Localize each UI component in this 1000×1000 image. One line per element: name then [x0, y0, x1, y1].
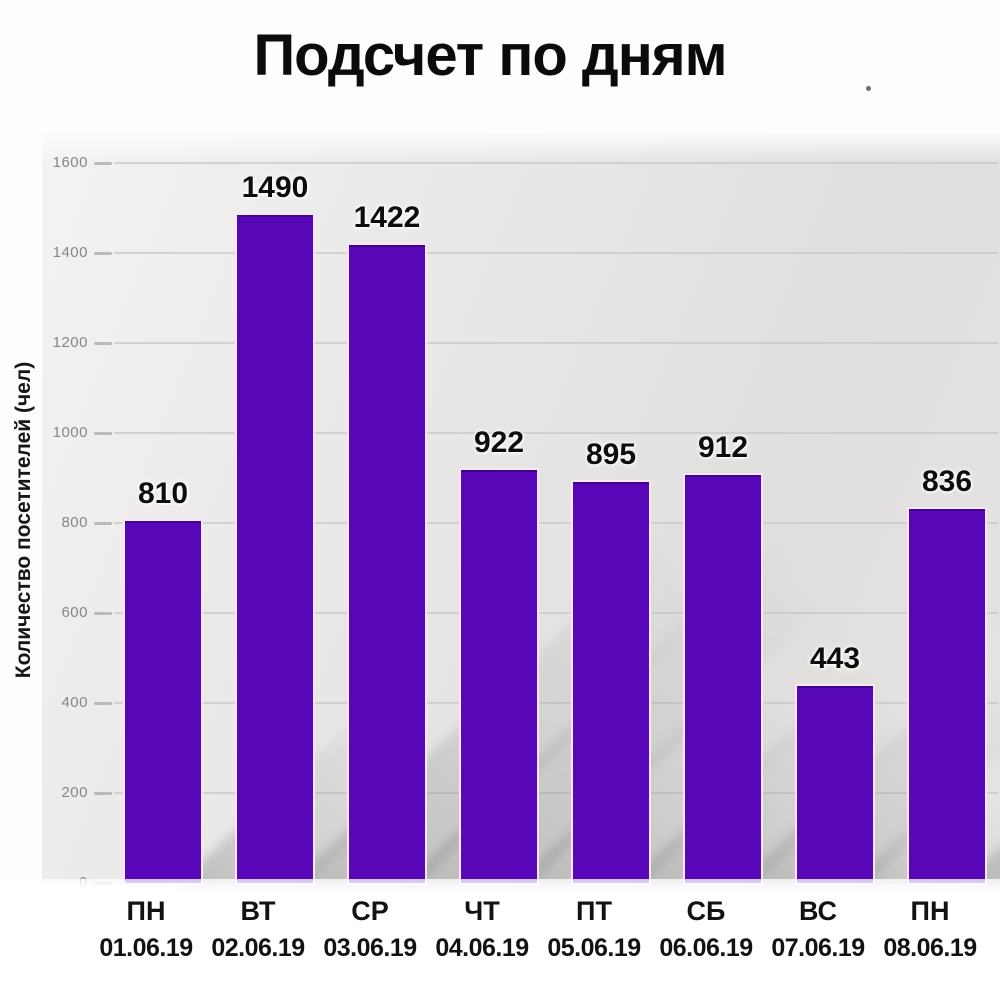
y-tick-label: 600: [61, 604, 88, 621]
bar-value-label: 443: [809, 641, 861, 675]
bar-value-label: 810: [137, 476, 189, 510]
x-tick-day: ПН: [910, 896, 950, 926]
x-tick-day: СР: [351, 896, 389, 926]
y-tick-label: 800: [61, 514, 88, 531]
x-tick-day: СБ: [686, 896, 726, 926]
x-tick-day: ПН: [126, 896, 166, 926]
bar-value-label: 1422: [353, 201, 421, 235]
gridline: [114, 252, 998, 254]
x-tick-day: ВС: [799, 896, 837, 926]
y-tick-mark: [94, 612, 112, 615]
y-tick-mark: [94, 522, 112, 525]
x-tick-day: ПТ: [576, 896, 612, 926]
y-tick-mark: [94, 792, 112, 795]
y-tick-mark: [94, 702, 112, 705]
gridline: [114, 432, 998, 434]
x-tick-date: 06.06.19: [659, 934, 753, 962]
x-tick-day: ВТ: [240, 896, 276, 926]
bar-value-label: 836: [921, 464, 973, 498]
chart-title: Подсчет по дням: [253, 23, 727, 88]
bar-value-label: 922: [473, 426, 525, 460]
bar-value-label: 912: [697, 430, 749, 464]
dust-speck: [866, 86, 871, 91]
bar: [907, 506, 987, 885]
y-tick-mark: [94, 432, 112, 435]
y-tick-label: 1600: [52, 154, 88, 171]
bar: [571, 480, 651, 885]
bar-value-label: 895: [585, 438, 637, 472]
y-tick-mark: [94, 252, 112, 255]
y-tick-mark: [94, 342, 112, 345]
x-tick-date: 08.06.19: [883, 934, 977, 962]
y-tick-label: 1000: [52, 424, 88, 441]
bar-value-label: 1490: [241, 170, 309, 204]
y-tick-label: 1400: [52, 244, 88, 261]
x-tick-date: 02.06.19: [211, 934, 305, 962]
x-tick-date: 01.06.19: [99, 934, 193, 962]
gridline: [114, 702, 998, 704]
y-tick-label: 400: [61, 694, 88, 711]
bar: [459, 468, 539, 885]
plot-background-fade: [42, 132, 1000, 162]
gridline: [114, 792, 998, 794]
gridline: [114, 612, 998, 614]
gridline: [114, 342, 998, 344]
x-tick-date: 03.06.19: [323, 934, 417, 962]
gridline: [114, 162, 998, 164]
x-tick-date: 04.06.19: [435, 934, 529, 962]
bar: [347, 243, 427, 885]
x-tick-date: 05.06.19: [547, 934, 641, 962]
bar: [683, 472, 763, 885]
bar: [235, 212, 315, 885]
gridline: [114, 522, 998, 524]
y-tick-mark: [94, 162, 112, 165]
y-tick-label: 1200: [52, 334, 88, 351]
x-tick-date: 07.06.19: [771, 934, 865, 962]
y-tick-label: 200: [61, 784, 88, 801]
bar: [123, 518, 203, 885]
bar: [795, 683, 875, 885]
baseline-white-band: [0, 879, 1000, 1000]
x-tick-day: ЧТ: [464, 896, 500, 926]
